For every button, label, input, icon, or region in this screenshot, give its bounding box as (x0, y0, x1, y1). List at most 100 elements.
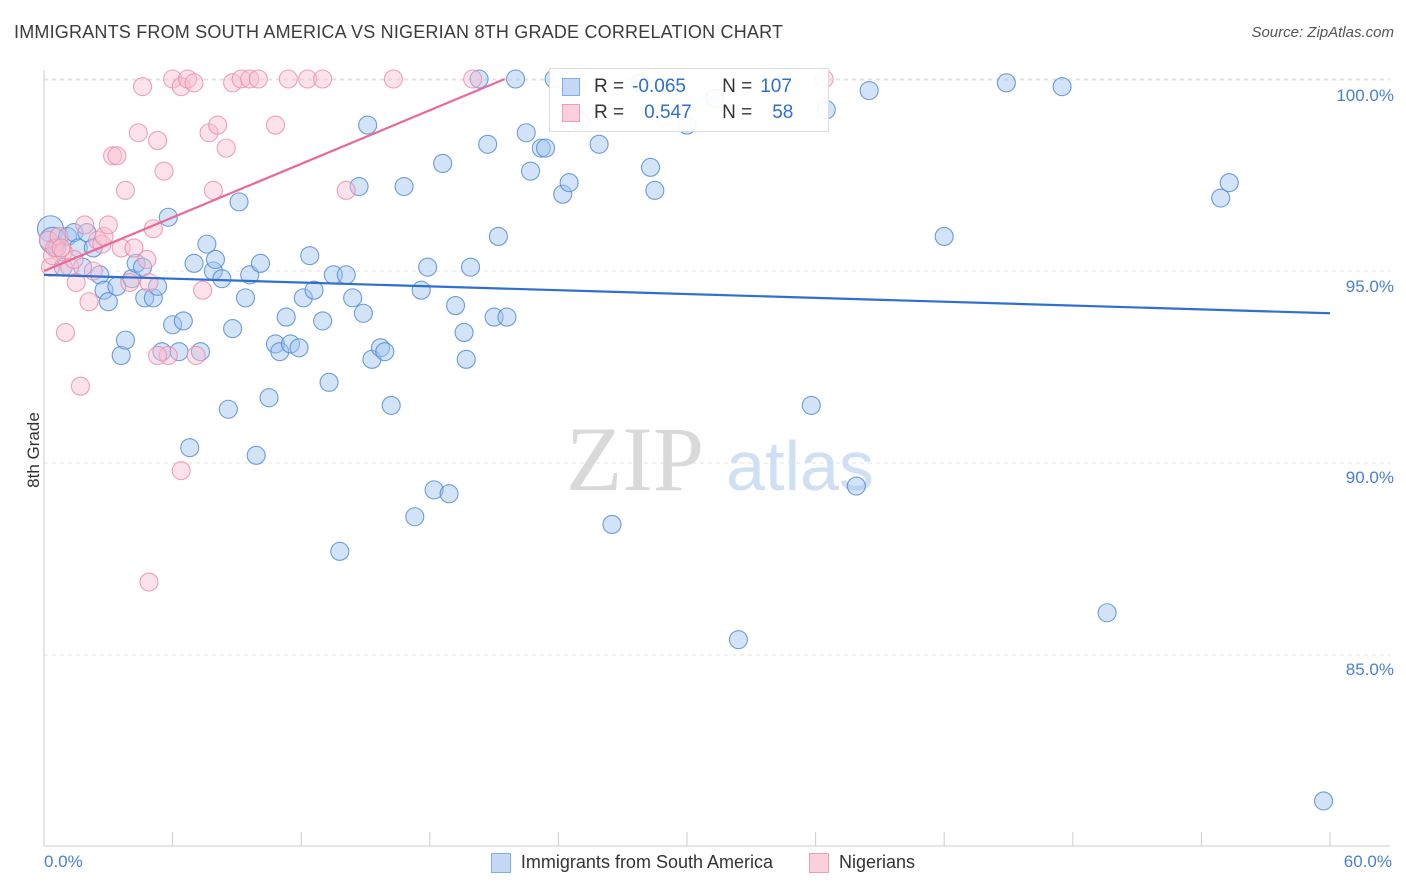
point-south-america (801, 395, 821, 415)
point-nigerians (148, 130, 168, 150)
stats-legend: R = -0.065 N = 107 R = 0.547 N = 58 (549, 68, 829, 132)
point-south-america (1219, 173, 1239, 193)
point-south-america (641, 157, 661, 177)
point-south-america (602, 514, 622, 534)
point-nigerians (171, 461, 191, 481)
point-nigerians (148, 345, 168, 366)
point-south-america (212, 269, 232, 289)
legend-swatch-blue (562, 78, 580, 96)
x-tick-max: 60.0% (1343, 852, 1392, 871)
point-south-america (1314, 791, 1334, 811)
data-points (36, 69, 1334, 811)
point-south-america (418, 257, 438, 277)
point-nigerians (298, 69, 318, 89)
point-nigerians (137, 249, 157, 270)
point-south-america (235, 288, 256, 308)
point-south-america (229, 192, 249, 212)
legend-n-label: N = (722, 102, 753, 123)
point-south-america (531, 138, 551, 158)
point-nigerians (70, 376, 90, 396)
point-south-america (728, 630, 748, 650)
point-south-america (553, 184, 573, 204)
point-nigerians (133, 77, 153, 97)
legend-swatch-pink (562, 104, 580, 122)
point-south-america (313, 311, 333, 331)
point-south-america (259, 388, 279, 408)
point-south-america (535, 138, 556, 158)
point-south-america (445, 296, 466, 316)
point-nigerians (265, 115, 286, 135)
point-nigerians (128, 123, 148, 143)
point-south-america (319, 372, 339, 392)
watermark: ZIP atlas (566, 408, 874, 510)
chart-title: IMMIGRANTS FROM SOUTH AMERICA VS NIGERIA… (14, 22, 784, 42)
point-south-america (394, 176, 414, 197)
point-nigerians (171, 77, 191, 97)
y-tick-100: 100.0% (1336, 86, 1394, 105)
point-south-america (336, 265, 356, 285)
y-tick-85: 85.0% (1345, 660, 1394, 679)
point-south-america (111, 345, 131, 366)
y-axis-label: 8th Grade (24, 412, 43, 488)
point-south-america (197, 234, 217, 254)
point-south-america (300, 246, 320, 266)
point-south-america (520, 161, 541, 181)
point-south-america (478, 134, 498, 154)
point-south-america (424, 480, 444, 500)
point-south-america (505, 69, 526, 89)
point-south-america (276, 307, 296, 327)
trend-line-south-america (43, 273, 1331, 315)
legend-r-value: -0.065 (632, 76, 686, 97)
point-nigerians (115, 180, 135, 200)
point-nigerians (66, 272, 86, 293)
point-south-america (246, 445, 266, 465)
point-south-america (353, 303, 373, 323)
point-nigerians (463, 69, 483, 89)
point-nigerians (248, 69, 268, 89)
point-south-america (270, 342, 290, 362)
point-nigerians (107, 146, 127, 166)
point-south-america (405, 507, 425, 527)
point-south-america (1097, 603, 1117, 623)
legend-label: Nigerians (839, 852, 916, 872)
point-nigerians (158, 345, 178, 366)
point-nigerians (51, 238, 71, 258)
point-south-america (460, 257, 481, 277)
point-nigerians (49, 226, 69, 246)
x-tick-min: 0.0% (44, 852, 83, 871)
point-south-america (589, 134, 609, 154)
point-south-america (218, 399, 238, 419)
point-south-america (304, 280, 324, 300)
grid-lines (44, 78, 1390, 656)
point-south-america (184, 253, 204, 273)
point-south-america (433, 153, 453, 174)
point-south-america (381, 395, 401, 415)
point-south-america (1211, 188, 1231, 208)
point-south-america (645, 180, 665, 200)
series-legend: Immigrants from South America Nigerians (0, 852, 1406, 873)
point-south-america (293, 288, 313, 308)
legend-item-nigerians[interactable]: Nigerians (809, 852, 915, 873)
point-nigerians (216, 138, 236, 158)
legend-r-label: R = (594, 76, 625, 97)
legend-n-value: 58 (772, 102, 794, 123)
point-south-america (559, 173, 579, 193)
point-south-america (516, 123, 536, 143)
point-south-america (411, 280, 431, 300)
point-south-america (349, 176, 369, 197)
point-nigerians (208, 115, 228, 135)
point-south-america (934, 226, 954, 246)
point-nigerians (184, 73, 204, 93)
point-south-america (289, 338, 309, 358)
legend-item-south-america[interactable]: Immigrants from South America (490, 852, 773, 873)
legend-row-nigerians: R = 0.547 N = 58 (562, 101, 793, 125)
trend-lines (43, 77, 1331, 315)
point-nigerians (79, 292, 99, 312)
point-south-america (996, 73, 1016, 93)
point-south-america (98, 292, 118, 312)
watermark-zip: ZIP (566, 408, 704, 510)
legend-swatch-pink (809, 852, 830, 873)
point-south-america (488, 226, 508, 246)
point-nigerians (154, 161, 174, 181)
